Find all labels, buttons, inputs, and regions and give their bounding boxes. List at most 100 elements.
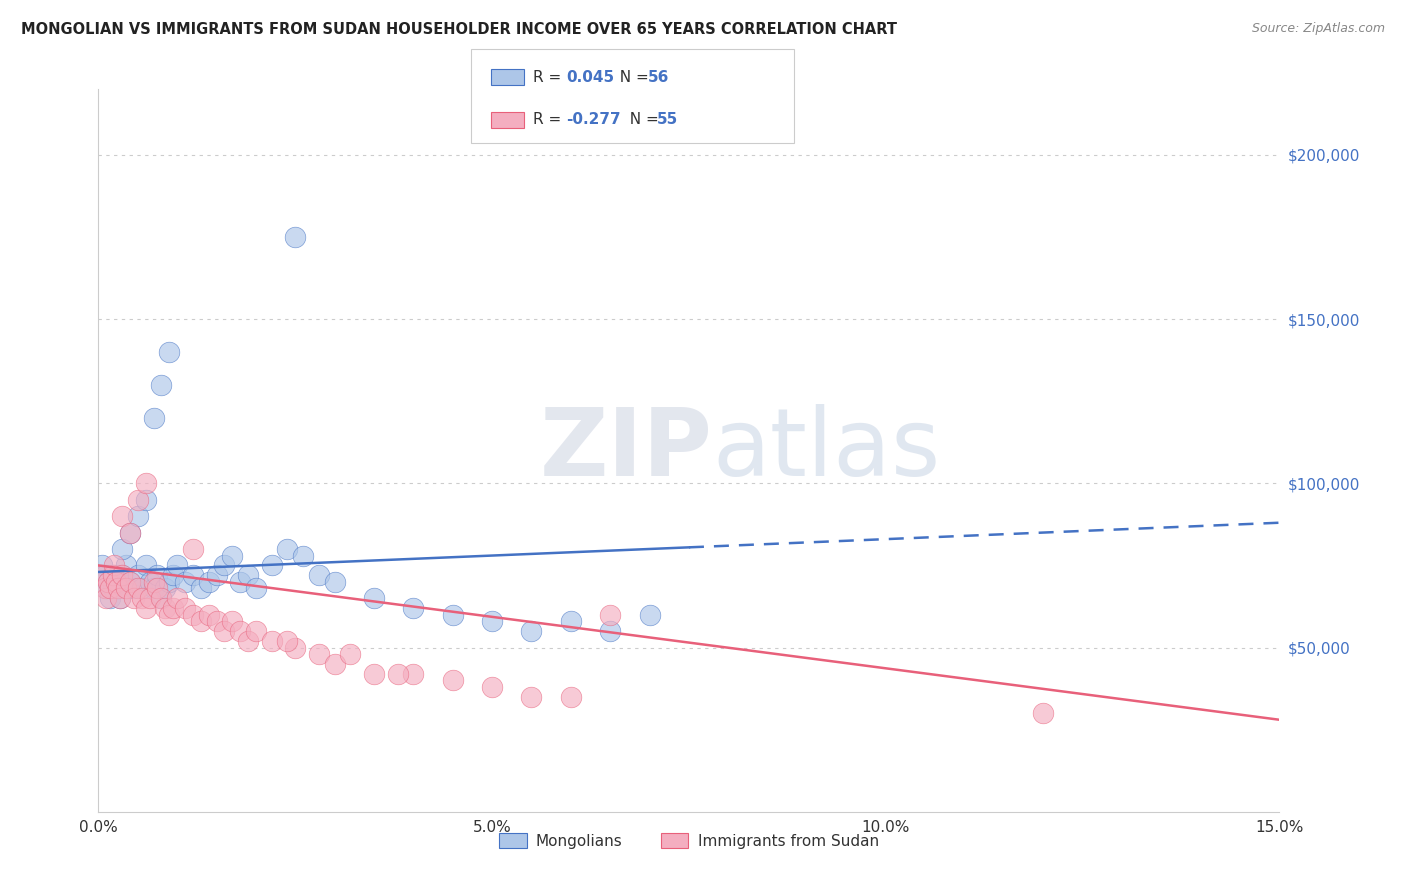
Text: atlas: atlas	[713, 404, 941, 497]
Text: MONGOLIAN VS IMMIGRANTS FROM SUDAN HOUSEHOLDER INCOME OVER 65 YEARS CORRELATION : MONGOLIAN VS IMMIGRANTS FROM SUDAN HOUSE…	[21, 22, 897, 37]
Point	[260, 634, 283, 648]
Point	[115, 582, 138, 596]
Point	[197, 574, 219, 589]
Point	[339, 647, 361, 661]
Point	[103, 558, 125, 573]
Text: N =: N =	[620, 112, 664, 128]
Point	[150, 591, 173, 606]
Point	[110, 591, 132, 606]
Point	[236, 568, 259, 582]
Text: 56: 56	[648, 70, 669, 85]
Point	[118, 574, 141, 589]
Point	[155, 582, 177, 596]
Point	[276, 634, 298, 648]
Point	[111, 568, 134, 582]
Point	[162, 568, 184, 582]
Point	[599, 624, 621, 639]
Point	[174, 601, 197, 615]
Point	[111, 509, 134, 524]
Point	[157, 345, 180, 359]
Point	[181, 568, 204, 582]
Point	[260, 558, 283, 573]
Point	[104, 574, 127, 589]
Point	[93, 568, 115, 582]
Point	[146, 582, 169, 596]
Point	[190, 614, 212, 628]
Point	[276, 541, 298, 556]
Legend: Mongolians, Immigrants from Sudan: Mongolians, Immigrants from Sudan	[494, 827, 884, 855]
Point	[481, 614, 503, 628]
Point	[205, 568, 228, 582]
Point	[98, 582, 121, 596]
Point	[122, 582, 145, 596]
Point	[214, 558, 236, 573]
Text: N =: N =	[610, 70, 654, 85]
Point	[181, 541, 204, 556]
Point	[1032, 706, 1054, 721]
Point	[245, 582, 267, 596]
Point	[599, 607, 621, 622]
Point	[402, 601, 425, 615]
Point	[135, 558, 157, 573]
Point	[97, 574, 120, 589]
Point	[142, 574, 165, 589]
Text: -0.277: -0.277	[567, 112, 621, 128]
Point	[166, 591, 188, 606]
Point	[520, 624, 543, 639]
Point	[520, 690, 543, 704]
Point	[122, 591, 145, 606]
Point	[97, 574, 120, 589]
Text: 0.045: 0.045	[567, 70, 614, 85]
Point	[402, 666, 425, 681]
Point	[229, 574, 252, 589]
Point	[387, 666, 409, 681]
Point	[441, 607, 464, 622]
Point	[155, 601, 177, 615]
Point	[205, 614, 228, 628]
Point	[110, 591, 132, 606]
Point	[150, 377, 173, 392]
Point	[115, 558, 138, 573]
Point	[138, 591, 160, 606]
Point	[135, 476, 157, 491]
Point	[131, 591, 153, 606]
Point	[107, 582, 129, 596]
Point	[166, 558, 188, 573]
Text: ZIP: ZIP	[540, 404, 713, 497]
Point	[638, 607, 661, 622]
Point	[157, 607, 180, 622]
Point	[138, 574, 160, 589]
Point	[107, 582, 129, 596]
Point	[98, 591, 121, 606]
Point	[101, 582, 124, 596]
Point	[323, 657, 346, 671]
Point	[146, 568, 169, 582]
Point	[101, 568, 124, 582]
Point	[127, 492, 149, 507]
Point	[111, 568, 134, 582]
Point	[103, 568, 125, 582]
Point	[560, 614, 582, 628]
Point	[118, 525, 141, 540]
Point	[142, 410, 165, 425]
Point	[190, 582, 212, 596]
Point	[214, 624, 236, 639]
Point	[229, 624, 252, 639]
Point	[96, 591, 118, 606]
Point	[96, 582, 118, 596]
Point	[93, 582, 115, 596]
Point	[157, 574, 180, 589]
Point	[284, 230, 307, 244]
Point	[197, 607, 219, 622]
Point	[236, 634, 259, 648]
Point	[292, 549, 315, 563]
Point	[131, 582, 153, 596]
Point	[221, 614, 243, 628]
Point	[481, 680, 503, 694]
Point	[135, 601, 157, 615]
Point	[181, 607, 204, 622]
Point	[245, 624, 267, 639]
Point	[91, 558, 114, 573]
Point	[118, 574, 141, 589]
Point	[560, 690, 582, 704]
